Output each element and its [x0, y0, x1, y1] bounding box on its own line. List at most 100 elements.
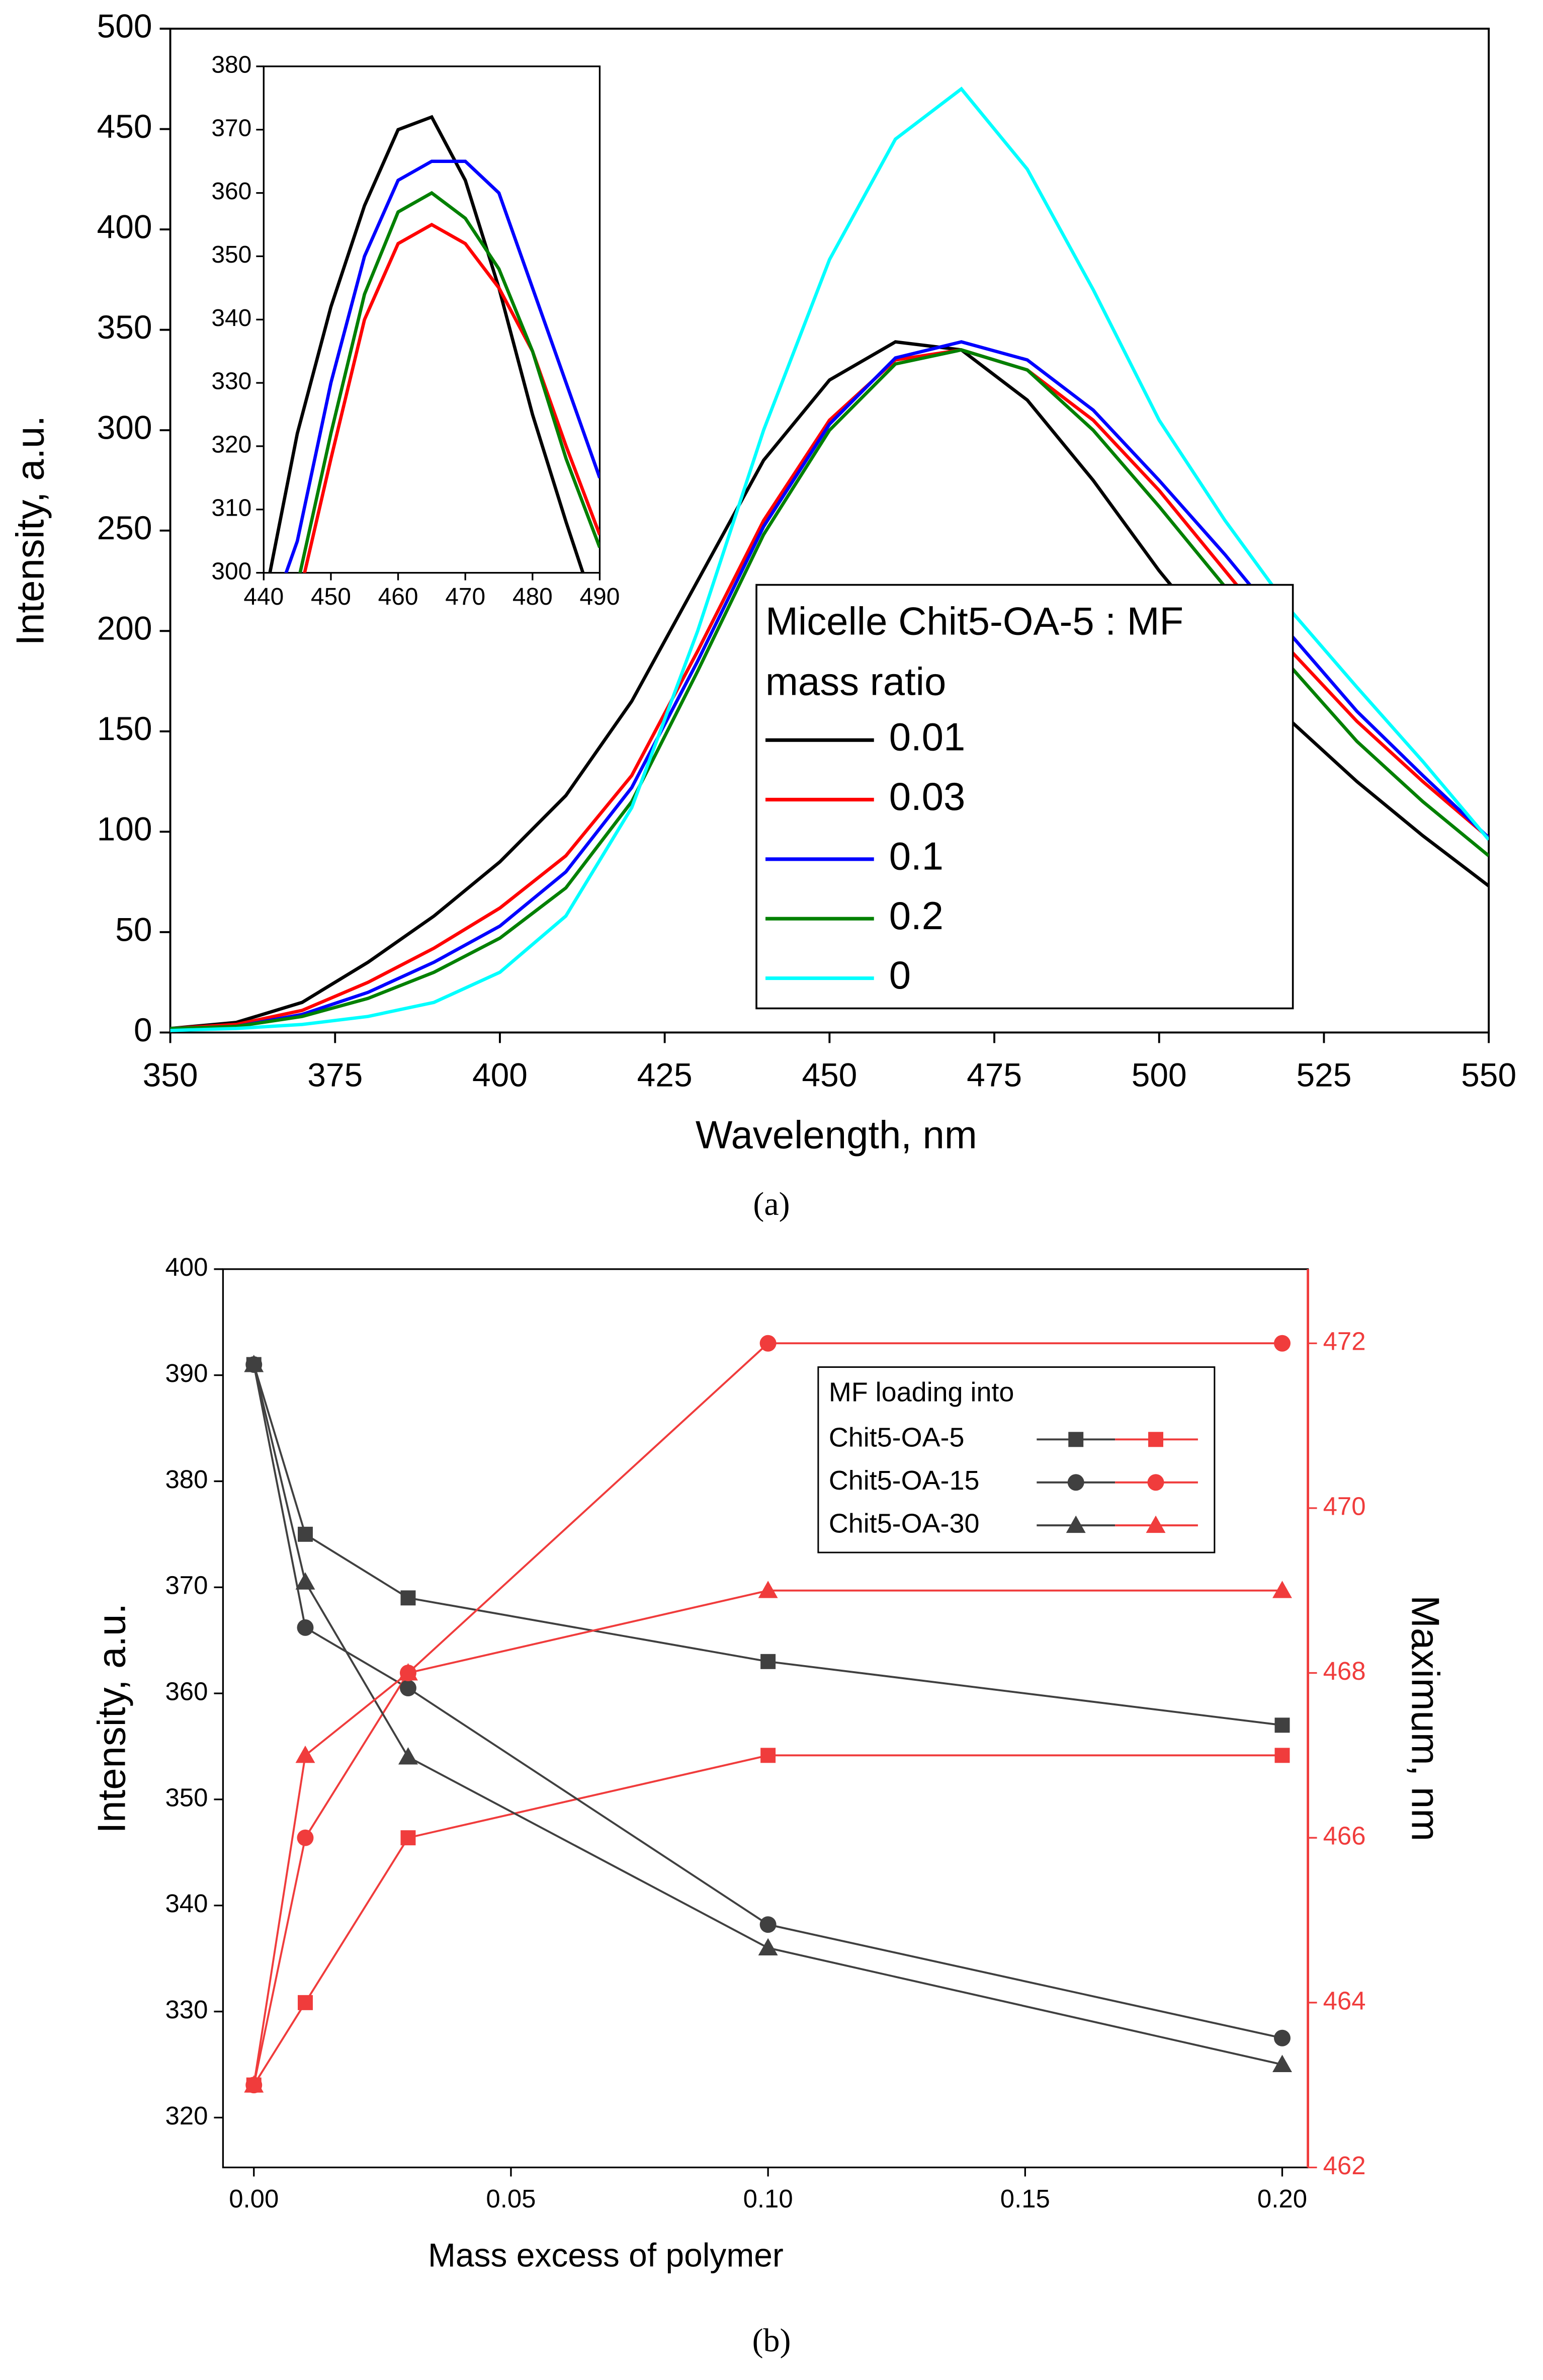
y-tick-label: 370 — [165, 1571, 208, 1600]
y-tick-label: 310 — [211, 495, 251, 521]
y-tick-label: 320 — [165, 2101, 208, 2130]
legend-label: Chit5-OA-15 — [829, 1465, 980, 1496]
x-tick-label: 475 — [967, 1056, 1022, 1094]
marker-circle — [759, 1335, 777, 1352]
y2-tick-label: 472 — [1323, 1327, 1366, 1356]
y2-tick-label: 466 — [1323, 1822, 1366, 1850]
y2-tick-label: 464 — [1323, 1986, 1366, 2015]
y-tick-label: 250 — [97, 509, 152, 546]
y-tick-label: 350 — [165, 1783, 208, 1812]
y-tick-label: 500 — [97, 7, 152, 44]
marker-square — [400, 1590, 416, 1606]
legend-label: 0.01 — [889, 715, 966, 759]
x-tick-label: 450 — [802, 1056, 857, 1094]
marker-circle — [399, 1680, 416, 1697]
marker-triangle — [1146, 1515, 1166, 1533]
y-tick-label: 330 — [165, 1995, 208, 2024]
caption: (b) — [752, 2322, 791, 2359]
y-tick-label: 50 — [115, 911, 152, 948]
legend-title: MF loading into — [829, 1377, 1014, 1408]
inset-line — [298, 191, 600, 573]
y-axis-label: Intensity, a.u. — [8, 416, 52, 645]
y2-axis-label: Maximum, nm — [1404, 1595, 1448, 1841]
y-tick-label: 0 — [134, 1011, 152, 1048]
x-tick-label: 0.20 — [1257, 2184, 1307, 2213]
y-tick-label: 380 — [211, 52, 251, 78]
y-tick-label: 360 — [211, 178, 251, 205]
x-tick-label: 450 — [311, 584, 351, 610]
y-tick-label: 450 — [97, 108, 152, 145]
y-tick-label: 370 — [211, 115, 251, 141]
y-tick-label: 300 — [211, 558, 251, 585]
marker-square — [298, 1995, 313, 2010]
marker-circle — [297, 1829, 314, 1846]
marker-circle — [1147, 1474, 1164, 1491]
inset-plot — [268, 115, 600, 573]
legend-label: 0.2 — [889, 893, 944, 938]
marker-square — [1274, 1748, 1290, 1763]
x-tick-label: 400 — [472, 1056, 528, 1094]
y-tick-label: 340 — [165, 1889, 208, 1918]
legend-box — [817, 1366, 1216, 1553]
y-tick-label: 400 — [97, 208, 152, 245]
inset-line — [284, 159, 600, 573]
y-tick-label: 350 — [97, 308, 152, 346]
y-tick-label: 400 — [165, 1253, 208, 1281]
legend-marker — [1066, 1515, 1086, 1533]
y-tick-label: 150 — [97, 710, 152, 747]
marker-triangle — [398, 1747, 418, 1765]
legend-label: 0 — [889, 953, 911, 997]
legend-box — [755, 584, 1294, 1010]
x-tick-label: 440 — [243, 584, 284, 610]
x-tick-label: 375 — [307, 1056, 363, 1094]
legend-label: Chit5-OA-30 — [829, 1508, 980, 1538]
legend-title-box: Micelle Chit5-OA-5 : MF mass ratio — [765, 598, 1184, 704]
legend-label: 0.03 — [889, 774, 966, 818]
legend-marker — [1068, 1432, 1084, 1447]
y-tick-label: 350 — [211, 241, 251, 268]
marker-square — [298, 1526, 313, 1542]
y2-tick-label: 470 — [1323, 1492, 1366, 1520]
legend-title: Micelle Chit5-OA-5 : MF mass ratio — [765, 598, 1184, 704]
y-tick-label: 360 — [165, 1677, 208, 1706]
marker-square — [760, 1748, 776, 1763]
legend-label: 0.1 — [889, 834, 944, 878]
marker-square — [400, 1830, 416, 1846]
legend-marker — [1067, 1474, 1084, 1491]
x-tick-label: 525 — [1296, 1056, 1351, 1094]
caption: (a) — [753, 1186, 790, 1222]
marker-triangle — [295, 1745, 315, 1763]
x-tick-label: 480 — [512, 584, 553, 610]
marker-square — [1148, 1432, 1163, 1447]
x-tick-label: 460 — [378, 584, 418, 610]
x-tick-label: 470 — [445, 584, 485, 610]
x-tick-label: 500 — [1132, 1056, 1187, 1094]
series-line — [170, 87, 1489, 1032]
y-tick-label: 340 — [211, 305, 251, 332]
x-tick-label: 0.05 — [486, 2184, 536, 2213]
y-tick-label: 320 — [211, 432, 251, 458]
plot-frame — [263, 65, 601, 574]
inset-line — [268, 115, 585, 573]
marker-triangle — [244, 1355, 264, 1372]
marker-triangle — [295, 1572, 315, 1590]
y-tick-label: 200 — [97, 610, 152, 647]
marker-square — [760, 1654, 776, 1669]
marker-circle — [1274, 1335, 1291, 1352]
y2-tick-label: 468 — [1323, 1657, 1366, 1685]
marker-triangle — [758, 1581, 778, 1598]
marker-triangle — [1272, 1581, 1292, 1598]
x-axis-label: Wavelength, nm — [696, 1113, 977, 1157]
y-tick-label: 380 — [165, 1465, 208, 1494]
marker-circle — [759, 1916, 777, 1933]
x-tick-label: 425 — [637, 1056, 693, 1094]
marker-square — [1274, 1717, 1290, 1733]
y-axis-label: Intensity, a.u. — [89, 1603, 133, 1833]
x-axis-label: Mass excess of polymer — [428, 2237, 784, 2274]
x-tick-label: 490 — [579, 584, 620, 610]
x-tick-label: 0.15 — [1000, 2184, 1050, 2213]
y-tick-label: 300 — [97, 409, 152, 446]
marker-triangle — [758, 1938, 778, 1956]
